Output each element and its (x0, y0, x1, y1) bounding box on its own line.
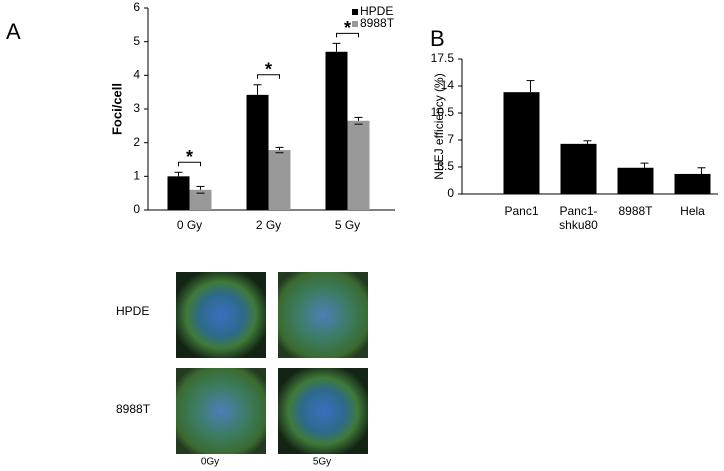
error-bar (174, 171, 183, 181)
y-tick-label: 7 (447, 132, 454, 146)
bar (674, 173, 711, 194)
y-tick-label: 3.5 (437, 159, 454, 173)
column-label: 0Gy (201, 457, 219, 468)
x-tick-label: 5 Gy (335, 218, 360, 232)
error-bar (697, 167, 706, 181)
x-tick-label: 2 Gy (256, 218, 281, 232)
y-tick-label: 5 (133, 34, 140, 48)
y-axis-label: Foci/cell (109, 83, 124, 135)
micrographs: HPDE 8988T 0Gy 5Gy (116, 272, 368, 468)
legend-swatch (352, 21, 358, 27)
error-bar (196, 185, 205, 194)
y-tick-label: 0 (447, 186, 454, 200)
micrograph (278, 272, 368, 358)
y-tick-label: 17.5 (431, 51, 455, 65)
bar (246, 94, 269, 210)
x-tick-label: 0 Gy (177, 218, 202, 232)
x-tick-label: Panc1 (504, 204, 538, 218)
micrograph (176, 272, 266, 358)
significance-bracket (178, 161, 201, 167)
bar (503, 92, 540, 194)
y-tick-label: 1 (133, 169, 140, 183)
y-tick-label: 3 (133, 101, 140, 115)
y-tick-label: 6 (133, 0, 140, 14)
legend-label: HPDE (360, 4, 393, 18)
error-bar (332, 42, 341, 61)
significance-label: * (186, 147, 193, 167)
error-bar (354, 116, 363, 125)
micrograph (176, 368, 266, 454)
error-bar (526, 80, 535, 105)
y-tick-label: 14 (441, 78, 455, 92)
y-axis-label: NHEJ efficiency (%) (432, 73, 446, 179)
x-tick-label: Hela (680, 204, 705, 218)
y-tick-label: 0 (133, 202, 140, 216)
bar (325, 51, 348, 211)
error-bar (253, 84, 262, 106)
row-label: 8988T (116, 402, 151, 416)
legend-swatch (352, 9, 358, 15)
significance-label: * (265, 60, 272, 80)
legend-label: 8988T (360, 16, 395, 30)
bar (617, 167, 654, 194)
panel-label: B (430, 26, 445, 51)
y-tick-label: 10.5 (431, 105, 455, 119)
x-tick-label: 8988T (618, 204, 653, 218)
column-label: 5Gy (313, 457, 331, 468)
row-label: HPDE (116, 304, 149, 318)
significance-bracket (336, 32, 359, 38)
bar (347, 120, 370, 210)
micrograph (278, 368, 368, 454)
bar (560, 143, 597, 194)
bar (268, 150, 291, 210)
panel-label: A (6, 19, 21, 44)
y-tick-label: 4 (133, 68, 140, 82)
x-tick-label: Panc1-shku80 (559, 204, 598, 232)
error-bar (640, 162, 649, 173)
bar (189, 189, 212, 210)
error-bar (275, 146, 284, 154)
significance-bracket (257, 74, 280, 79)
y-tick-label: 2 (133, 135, 140, 149)
significance-label: * (344, 18, 351, 38)
error-bar (583, 140, 592, 148)
bar (167, 176, 190, 210)
